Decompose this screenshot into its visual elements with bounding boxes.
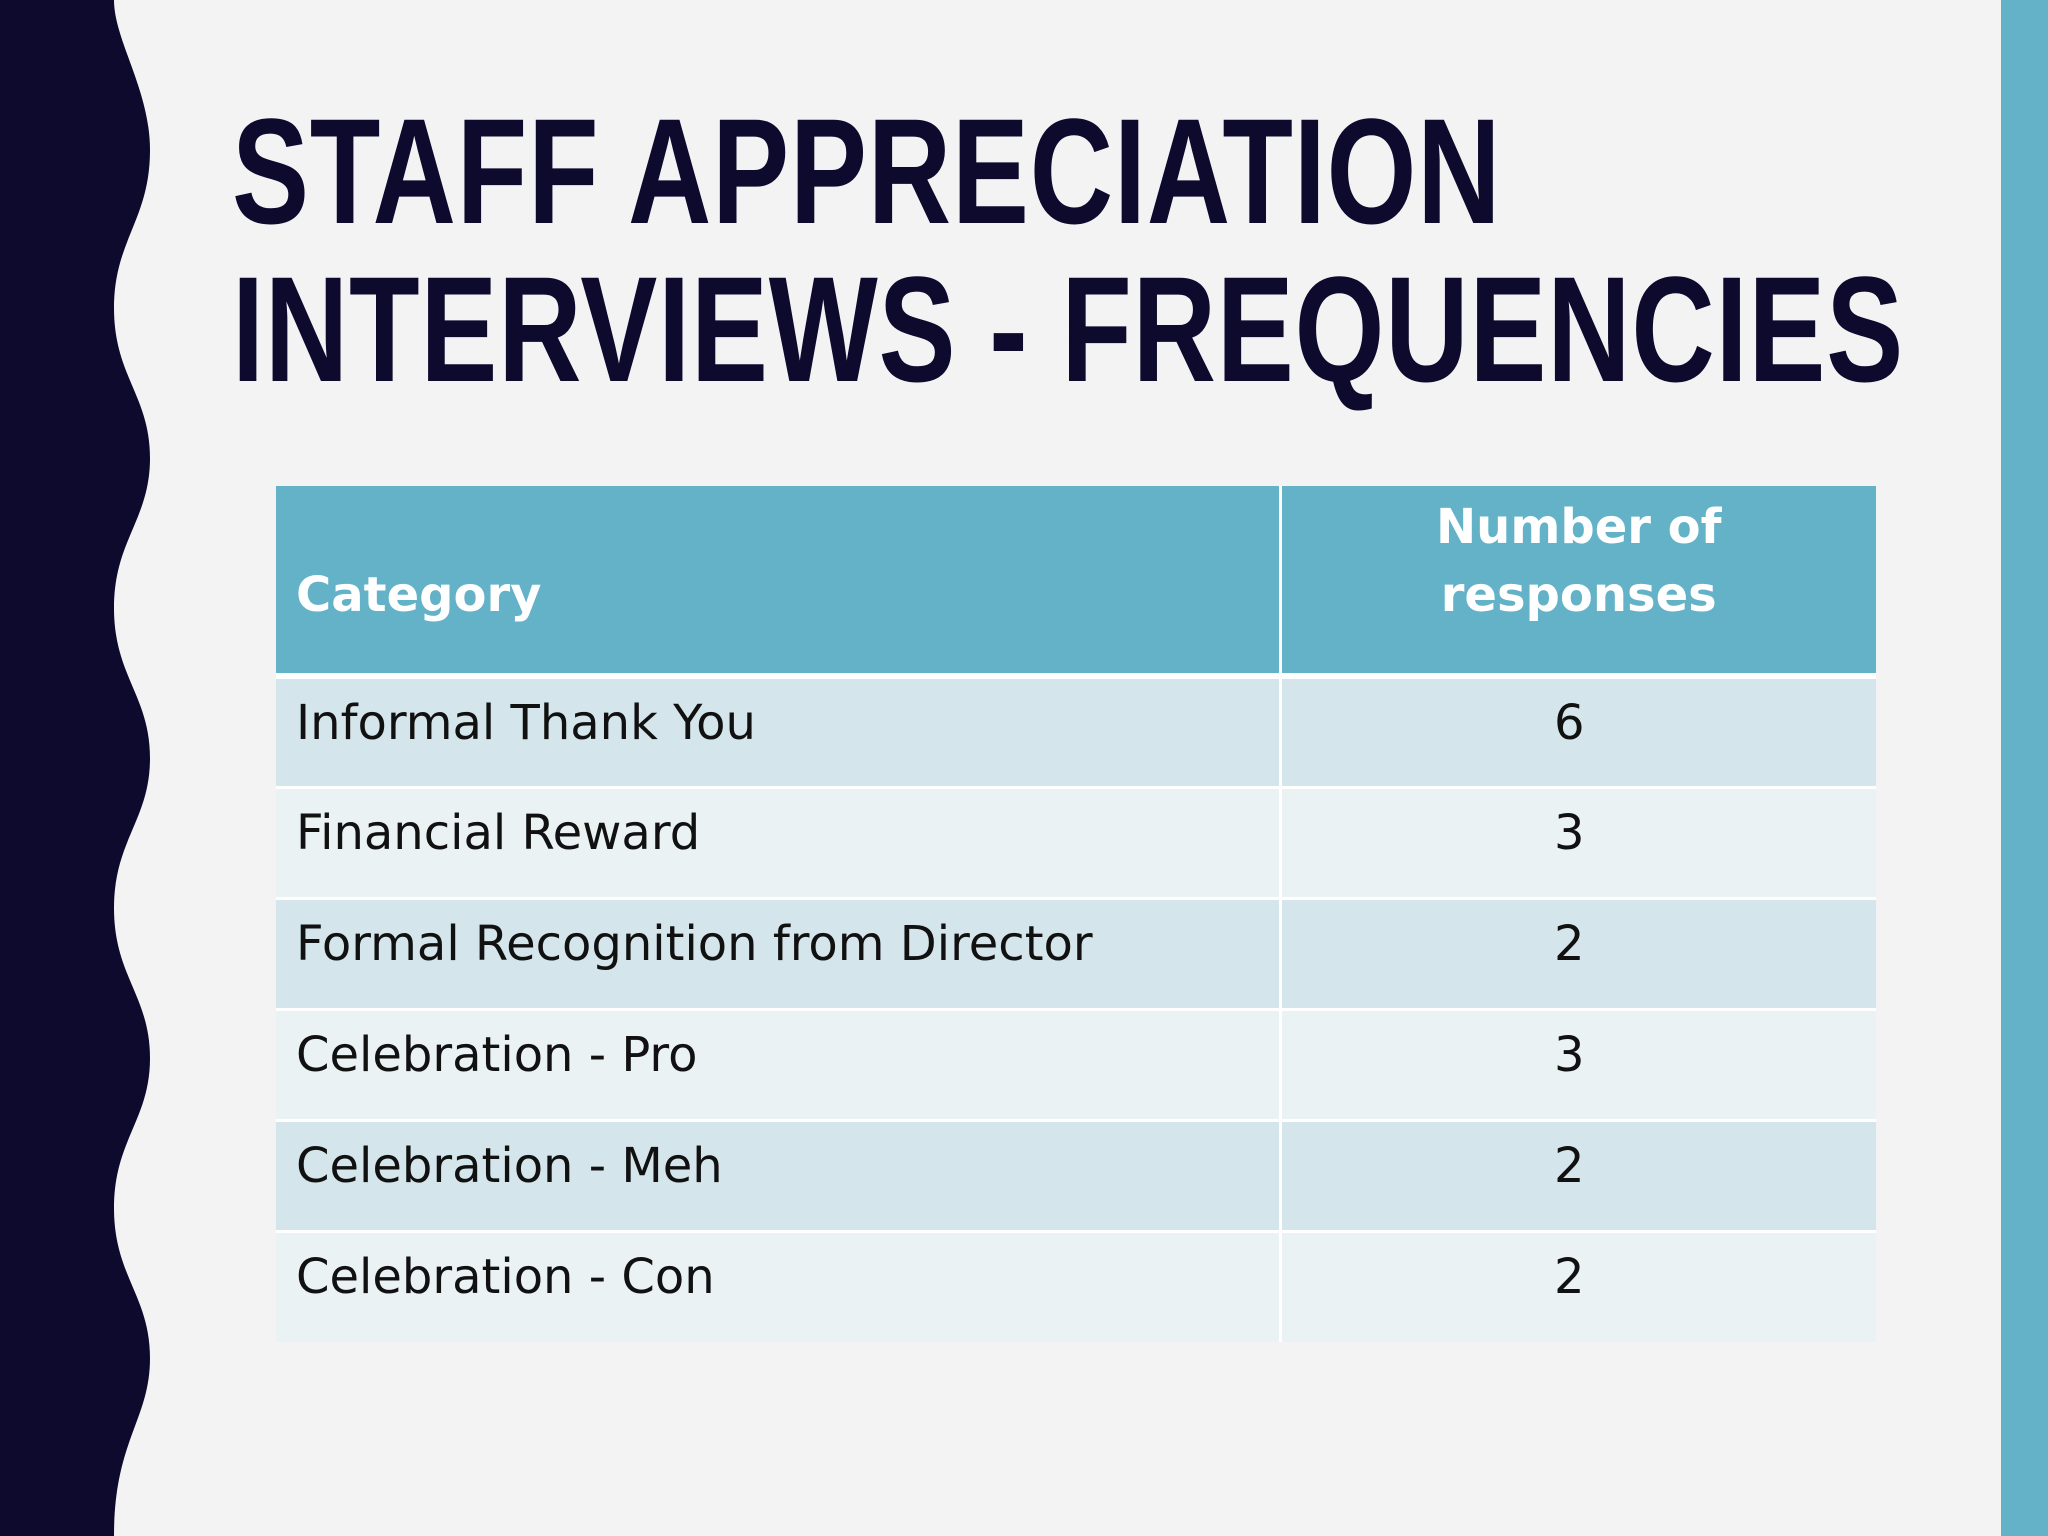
title-line-1: STAFF APPRECIATION xyxy=(232,87,1502,255)
header-category: Category xyxy=(276,486,1282,679)
page-title: STAFF APPRECIATION INTERVIEWS - FREQUENC… xyxy=(232,87,1905,413)
header-count-line-1: Number of xyxy=(1435,499,1722,555)
category-cell: Financial Reward xyxy=(276,785,1282,898)
category-cell: Informal Thank You xyxy=(276,674,1282,787)
category-cell: Celebration - Meh xyxy=(276,1118,1282,1231)
title-line-2: INTERVIEWS - FREQUENCIES xyxy=(232,245,1905,413)
right-accent-bar xyxy=(2001,0,2048,1536)
count-cell: 3 xyxy=(1280,1007,1876,1120)
frequency-table: Category Number of responses Informal Th… xyxy=(276,486,1876,1342)
table-row: Formal Recognition from Director 2 xyxy=(276,896,1876,1009)
header-count-line-2: responses xyxy=(1440,567,1717,623)
table-row: Celebration - Meh 2 xyxy=(276,1118,1876,1231)
count-cell: 2 xyxy=(1280,896,1876,1009)
table-row: Informal Thank You 6 xyxy=(276,674,1876,787)
count-cell: 6 xyxy=(1280,674,1876,787)
category-cell: Celebration - Con xyxy=(276,1229,1282,1342)
table-row: Celebration - Con 2 xyxy=(276,1229,1876,1342)
header-number-of-responses: Number of responses xyxy=(1280,486,1876,679)
table-row: Celebration - Pro 3 xyxy=(276,1007,1876,1120)
count-cell: 2 xyxy=(1280,1229,1876,1342)
category-cell: Formal Recognition from Director xyxy=(276,896,1282,1009)
table-row: Financial Reward 3 xyxy=(276,785,1876,898)
count-cell: 2 xyxy=(1280,1118,1876,1231)
count-cell: 3 xyxy=(1280,785,1876,898)
left-wave-decoration xyxy=(0,0,150,1536)
table-header-row: Category Number of responses xyxy=(276,486,1876,679)
category-cell: Celebration - Pro xyxy=(276,1007,1282,1120)
